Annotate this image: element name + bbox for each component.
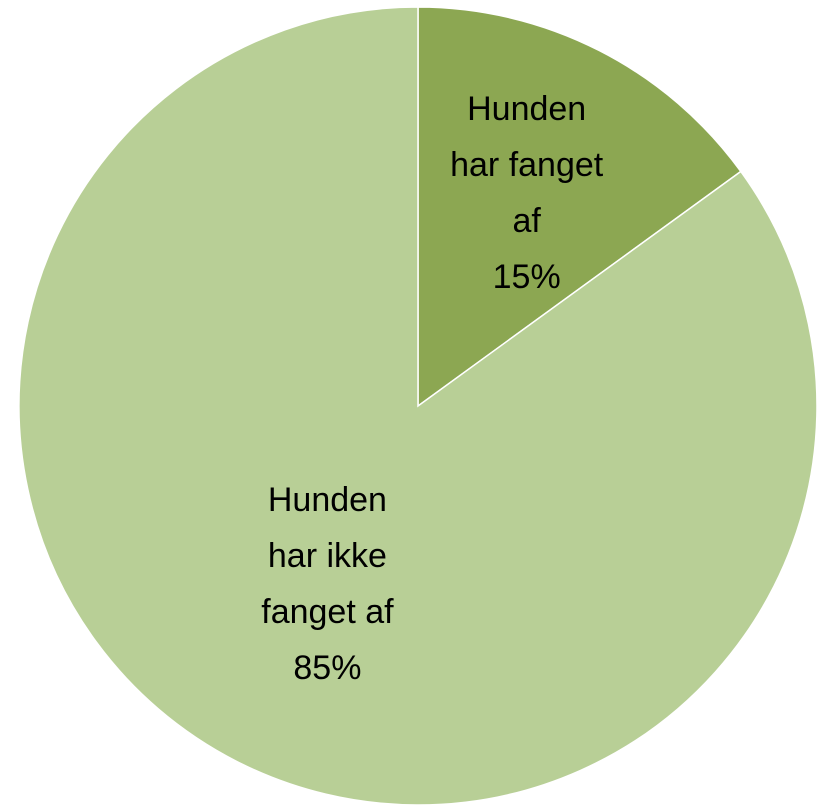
slice-value-label: 85% [293, 648, 362, 687]
pie-slice [18, 6, 818, 806]
slice-label-box: Hunden har ikke fanget af 85% [227, 434, 427, 734]
slice-label: Hunden har fanget af 15% [427, 43, 627, 343]
slice-label: Hunden har ikke fanget af 85% [227, 434, 427, 734]
slice-category: Hunden har fanget af [450, 89, 604, 240]
slice-category: Hunden har ikke fanget af [261, 480, 394, 631]
slice-label-box: Hunden har fanget af 15% [427, 43, 627, 343]
slice-value-label: 15% [492, 257, 561, 296]
pie-slice [417, 6, 742, 408]
